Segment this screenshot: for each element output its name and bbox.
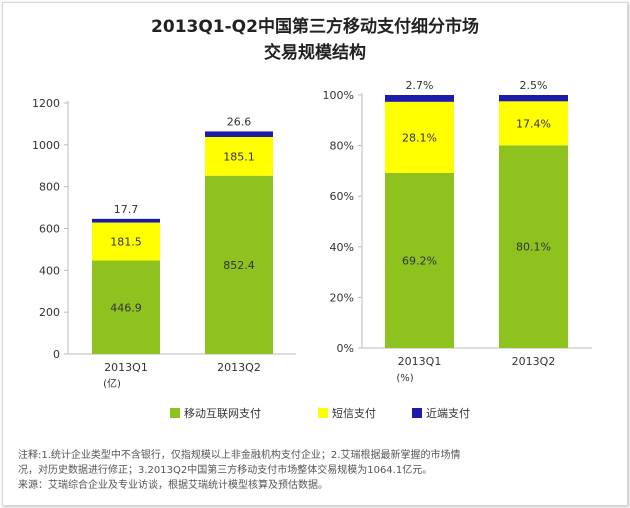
bar-segment-sms	[499, 101, 568, 146]
data-label-sms: 17.4%	[516, 117, 551, 130]
bar-segment-mobile-internet	[205, 175, 273, 354]
legend-item-sms: 短信支付	[318, 405, 376, 421]
y-tick-label: 20%	[330, 291, 354, 304]
footnote-line2: 况，对历史数据进行修正；3.2013Q2中国第三方移动支付市场整体交易规模为10…	[18, 465, 433, 476]
legend-label-mobile-internet: 移动互联网支付	[184, 407, 261, 420]
y-tick-label: 200	[39, 306, 60, 319]
footnotes: 注释:1.统计企业类型中不含银行，仅指规模以上非金融机构支付企业；2.艾瑞根据最…	[18, 448, 618, 493]
y-tick-label: 400	[39, 264, 60, 277]
legend-item-proximity: 近端支付	[412, 405, 470, 421]
y-tick-label: 1000	[32, 139, 60, 152]
data-label-mobile-internet: 69.2%	[402, 254, 437, 267]
legend-swatch-sms	[318, 408, 328, 418]
y-tick-label: 80%	[330, 140, 354, 153]
bar-segment-proximity	[499, 95, 568, 102]
y-tick-label: 60%	[330, 190, 354, 203]
data-label-proximity: 2.5%	[520, 79, 548, 92]
x-tick-label: 2013Q1	[398, 355, 442, 368]
data-label-proximity: 2.7%	[406, 79, 434, 92]
bar-segment-proximity	[385, 95, 454, 102]
y-tick-label: 0%	[337, 342, 354, 355]
data-label-mobile-internet: 852.4	[223, 259, 255, 272]
y-tick-label: 600	[39, 223, 60, 236]
unit-label: (%)	[396, 373, 413, 384]
legend-swatch-proximity	[412, 408, 422, 418]
y-tick-label: 0	[53, 348, 60, 361]
y-tick-label: 40%	[330, 241, 354, 254]
data-label-mobile-internet: 446.9	[110, 301, 142, 314]
chart-title-line1: 2013Q1-Q2中国第三方移动支付细分市场	[151, 17, 479, 37]
legend-item-mobile-internet: 移动互联网支付	[170, 405, 261, 421]
bar-segment-mobile-internet	[499, 145, 568, 348]
bar-segment-mobile-internet	[92, 260, 160, 354]
x-tick-label: 2013Q2	[512, 355, 556, 368]
bar-segment-mobile-internet	[385, 172, 454, 348]
footnote-line1: 注释:1.统计企业类型中不含银行，仅指规模以上非金融机构支付企业；2.艾瑞根据最…	[18, 450, 461, 461]
data-label-proximity: 26.6	[227, 115, 252, 128]
unit-label: (亿)	[103, 377, 121, 390]
legend-label-proximity: 近端支付	[426, 407, 470, 420]
chart-title-line2: 交易规模结构	[264, 43, 366, 63]
legend-label-sms: 短信支付	[332, 407, 376, 420]
bar-segment-sms	[205, 136, 273, 176]
legend-swatch-mobile-internet	[170, 408, 180, 418]
x-tick-label: 2013Q2	[217, 361, 261, 374]
bar-segment-sms	[92, 222, 160, 261]
footnote-line3: 来源：艾瑞综合企业及专业访谈，根据艾瑞统计模型核算及预估数据。	[18, 480, 328, 491]
bar-segment-proximity	[92, 218, 160, 223]
legend: 移动互联网支付 短信支付 近端支付	[0, 405, 630, 423]
y-tick-label: 100%	[323, 89, 354, 102]
y-tick-label: 1200	[32, 97, 60, 110]
data-label-sms: 185.1	[223, 150, 255, 163]
data-label-mobile-internet: 80.1%	[516, 241, 551, 254]
data-label-sms: 28.1%	[402, 131, 437, 144]
bar-segment-proximity	[205, 131, 273, 137]
data-label-sms: 181.5	[110, 236, 142, 249]
x-tick-label: 2013Q1	[104, 361, 148, 374]
bar-segment-sms	[385, 101, 454, 173]
y-tick-label: 800	[39, 181, 60, 194]
data-label-proximity: 17.7	[114, 203, 139, 216]
